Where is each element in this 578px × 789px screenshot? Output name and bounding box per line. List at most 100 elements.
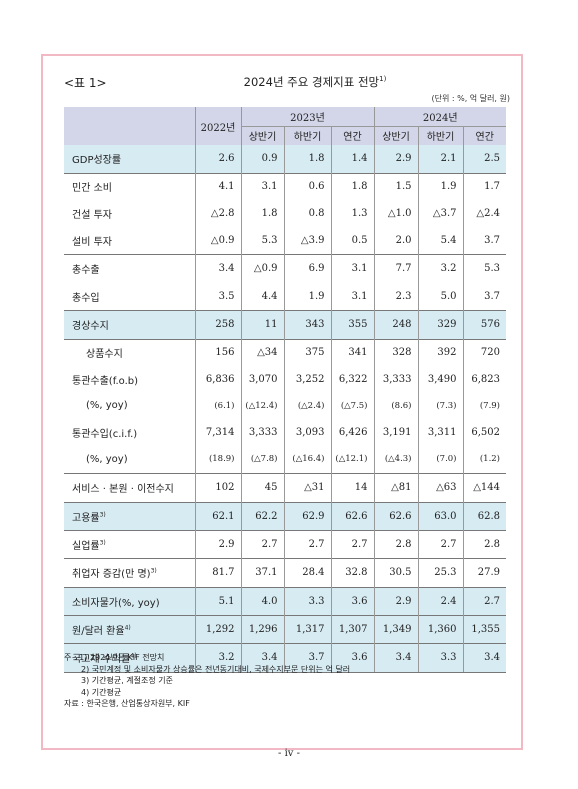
table-row: 설비 투자 △0.9 5.3 △3.9 0.5 2.0 5.4 3.7 — [64, 227, 506, 254]
table-cell: 375 — [283, 338, 332, 366]
table-cell: 62.2 — [240, 501, 285, 530]
table-row: 건설 투자 △2.8 1.8 0.8 1.3 △1.0 △3.7 △2.4 — [64, 200, 506, 227]
table-cell: (7.9) — [462, 392, 506, 419]
table-cell: △144 — [462, 472, 506, 502]
table-cell: △2.8 — [194, 200, 242, 227]
table-cell: 1,292 — [194, 614, 242, 643]
table-cell: (8.6) — [373, 392, 419, 419]
table-cell: 1.8 — [240, 200, 285, 227]
table-cell: (7.0) — [417, 446, 464, 473]
table-cell: 2.9 — [373, 586, 419, 615]
row-label: 총수출 — [64, 253, 196, 283]
table-cell: 5.3 — [240, 227, 285, 254]
row-label-text: 총수입 — [72, 292, 100, 304]
row-footnote-mark: 3) — [99, 511, 106, 519]
table-cell: 1,349 — [373, 614, 419, 643]
table-cell: 3.1 — [330, 283, 375, 310]
table-cell: 3.6 — [330, 586, 375, 615]
header-blank — [64, 107, 196, 145]
table-cell: △1.0 — [373, 200, 419, 227]
table-cell: 392 — [417, 338, 464, 366]
table-cell: 1,355 — [462, 614, 506, 643]
table-cell: 30.5 — [373, 557, 419, 587]
row-label-text: (%, yoy) — [86, 453, 128, 465]
row-label: GDP성장률 — [64, 145, 196, 173]
row-footnote-mark: 4) — [124, 624, 131, 632]
table-cell: 2.6 — [194, 145, 242, 173]
table-cell: (△2.4) — [283, 392, 332, 419]
table-cell: 5.1 — [194, 586, 242, 615]
row-footnote-mark: 3) — [99, 539, 106, 547]
row-label-text: 실업률 — [72, 540, 100, 552]
table-row: 총수출 3.4 △0.9 6.9 3.1 7.7 3.2 5.3 — [64, 253, 506, 283]
row-label-text: 국고채 수익률 — [72, 654, 131, 665]
table-cell: 576 — [462, 309, 506, 339]
table-cell: 3.3 — [417, 642, 464, 673]
table-cell: 0.6 — [283, 172, 332, 200]
table-cell: 7.7 — [373, 253, 419, 283]
table-cell: 62.6 — [373, 501, 419, 530]
table-cell: 1.5 — [373, 172, 419, 200]
table-cell: (△4.3) — [373, 446, 419, 473]
table-cell: 329 — [417, 309, 464, 339]
page-frame — [41, 54, 523, 750]
table-cell: 1.4 — [330, 145, 375, 173]
table-cell: 3.4 — [194, 253, 242, 283]
row-label-text: 건설 투자 — [72, 210, 112, 221]
table-cell: 0.9 — [240, 145, 285, 173]
table-cell: 3,093 — [283, 419, 332, 446]
table-cell: 1,317 — [283, 614, 332, 643]
table-cell: 32.8 — [330, 557, 375, 587]
table-cell: △0.9 — [240, 253, 285, 283]
footnotes: 주 : 1) 2024년은 KIF 전망치 2) 국민계정 및 소비자물가 상승… — [64, 652, 350, 710]
table-cell: 2.9 — [194, 529, 242, 558]
row-label-text: (%, yoy) — [86, 400, 128, 411]
table-cell: 2.3 — [373, 283, 419, 310]
table-cell: 7,314 — [194, 419, 242, 446]
row-label: 소비자물가(%, yoy) — [64, 586, 196, 615]
source-note: 자료 : 한국은행, 산업통상자원부, KIF — [64, 699, 190, 708]
table-cell: 355 — [330, 309, 375, 339]
table-cell: 328 — [373, 338, 419, 366]
row-label: 상품수지 — [64, 338, 196, 366]
table-cell: 62.6 — [330, 501, 375, 530]
table-cell: 3.5 — [194, 283, 242, 310]
footnote-1: 주 : 1) 2024년은 KIF 전망치 — [64, 653, 165, 662]
header-2024-h2: 하반기 — [417, 126, 464, 145]
footnote-4: 4) 기간평균 — [81, 687, 122, 697]
row-footnote-mark: 3) — [150, 567, 157, 575]
table-cell: 4.0 — [240, 586, 285, 615]
table-cell: 2.0 — [373, 227, 419, 254]
row-label: 경상수지 — [64, 309, 196, 339]
row-label: 국고채 수익률4) — [64, 642, 196, 673]
table-cell: 27.9 — [462, 557, 506, 587]
table-cell: 5.0 — [417, 283, 464, 310]
header-2023: 2023년 — [240, 107, 375, 127]
table-cell: (6.1) — [194, 392, 242, 419]
table-cell: 3,191 — [373, 419, 419, 446]
table-cell: (△12.4) — [240, 392, 285, 419]
table-cell: 63.0 — [417, 501, 464, 530]
unit-note: (단위 : %, 억 달러, 원) — [431, 94, 511, 103]
header-2022: 2022년 — [194, 107, 242, 145]
table-cell: 62.8 — [462, 501, 506, 530]
table-cell: 2.8 — [462, 529, 506, 558]
table-row: 민간 소비 4.1 3.1 0.6 1.8 1.5 1.9 1.7 — [64, 172, 506, 200]
table-cell: △34 — [240, 338, 285, 366]
table-row: (%, yoy) (18.9) (△7.8) (△16.4) (△12.1) (△4.3)… — [64, 446, 506, 473]
table-label: <표 1> — [64, 76, 107, 90]
table-cell: △63 — [417, 472, 464, 502]
table-cell: 3,490 — [417, 366, 464, 392]
table-row: 원/달러 환율4) 1,292 1,296 1,317 1,307 1,349 1,360 1… — [64, 614, 506, 643]
table-cell: (1.2) — [462, 446, 506, 473]
row-label: 민간 소비 — [64, 172, 196, 200]
table-cell: 3,252 — [283, 366, 332, 392]
table-cell: 156 — [194, 338, 242, 366]
row-label: (%, yoy) — [64, 392, 196, 419]
table-cell: 3,333 — [240, 419, 285, 446]
table-cell: (18.9) — [194, 446, 242, 473]
table-cell: 3.7 — [462, 283, 506, 310]
table-row: 고용률3) 62.1 62.2 62.9 62.6 62.6 63.0 62.8 — [64, 501, 506, 530]
table-cell: 1.9 — [417, 172, 464, 200]
table-cell: 3,070 — [240, 366, 285, 392]
